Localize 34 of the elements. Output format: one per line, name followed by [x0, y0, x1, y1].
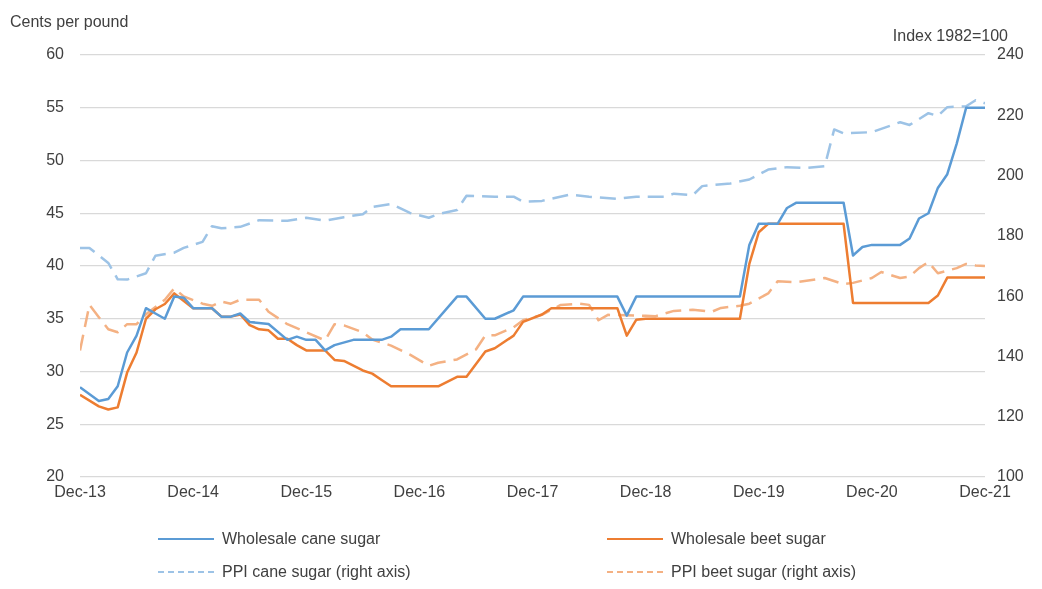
y-tick-label: 55 — [46, 98, 65, 116]
x-tick-label: Dec-15 — [280, 483, 333, 501]
legend-label: Wholesale beet sugar — [671, 530, 826, 548]
x-tick-label: Dec-14 — [167, 483, 220, 501]
y-tick-label: 30 — [46, 361, 65, 379]
y-tick-label: 35 — [46, 309, 65, 327]
y-tick-label: 25 — [46, 414, 65, 432]
x-tick-label: Dec-16 — [393, 483, 446, 501]
y-tick-label: 60 — [46, 45, 65, 63]
x-tick-label: Dec-20 — [846, 483, 898, 501]
y2-tick-label: 180 — [997, 226, 1024, 244]
y-tick-label: 20 — [46, 467, 65, 485]
y2-tick-label: 160 — [997, 286, 1024, 304]
legend-label: PPI cane sugar (right axis) — [222, 563, 411, 581]
x-tick-label: Dec-17 — [506, 483, 559, 501]
x-tick-label: Dec-21 — [959, 483, 1011, 501]
y-tick-label: 40 — [46, 256, 65, 274]
y-tick-label: 45 — [46, 203, 65, 221]
y2-tick-label: 100 — [997, 467, 1024, 485]
y2-tick-label: 120 — [997, 407, 1024, 425]
line-series — [80, 98, 985, 281]
y2-tick-label: 140 — [997, 346, 1024, 364]
y-tick-label: 50 — [46, 150, 65, 168]
x-tick-label: Dec-18 — [619, 483, 672, 501]
line-series — [80, 260, 985, 368]
x-tick-label: Dec-13 — [54, 483, 106, 501]
x-tick-label: Dec-19 — [732, 483, 785, 501]
legend-label: Wholesale cane sugar — [222, 530, 381, 548]
y2-axis-title: Index 1982=100 — [892, 27, 1008, 45]
y-axis-title: Cents per pound — [10, 13, 129, 31]
y2-tick-label: 220 — [997, 105, 1024, 123]
y2-tick-label: 200 — [997, 165, 1024, 183]
y2-tick-label: 240 — [997, 45, 1024, 63]
legend-label: PPI beet sugar (right axis) — [671, 563, 856, 581]
